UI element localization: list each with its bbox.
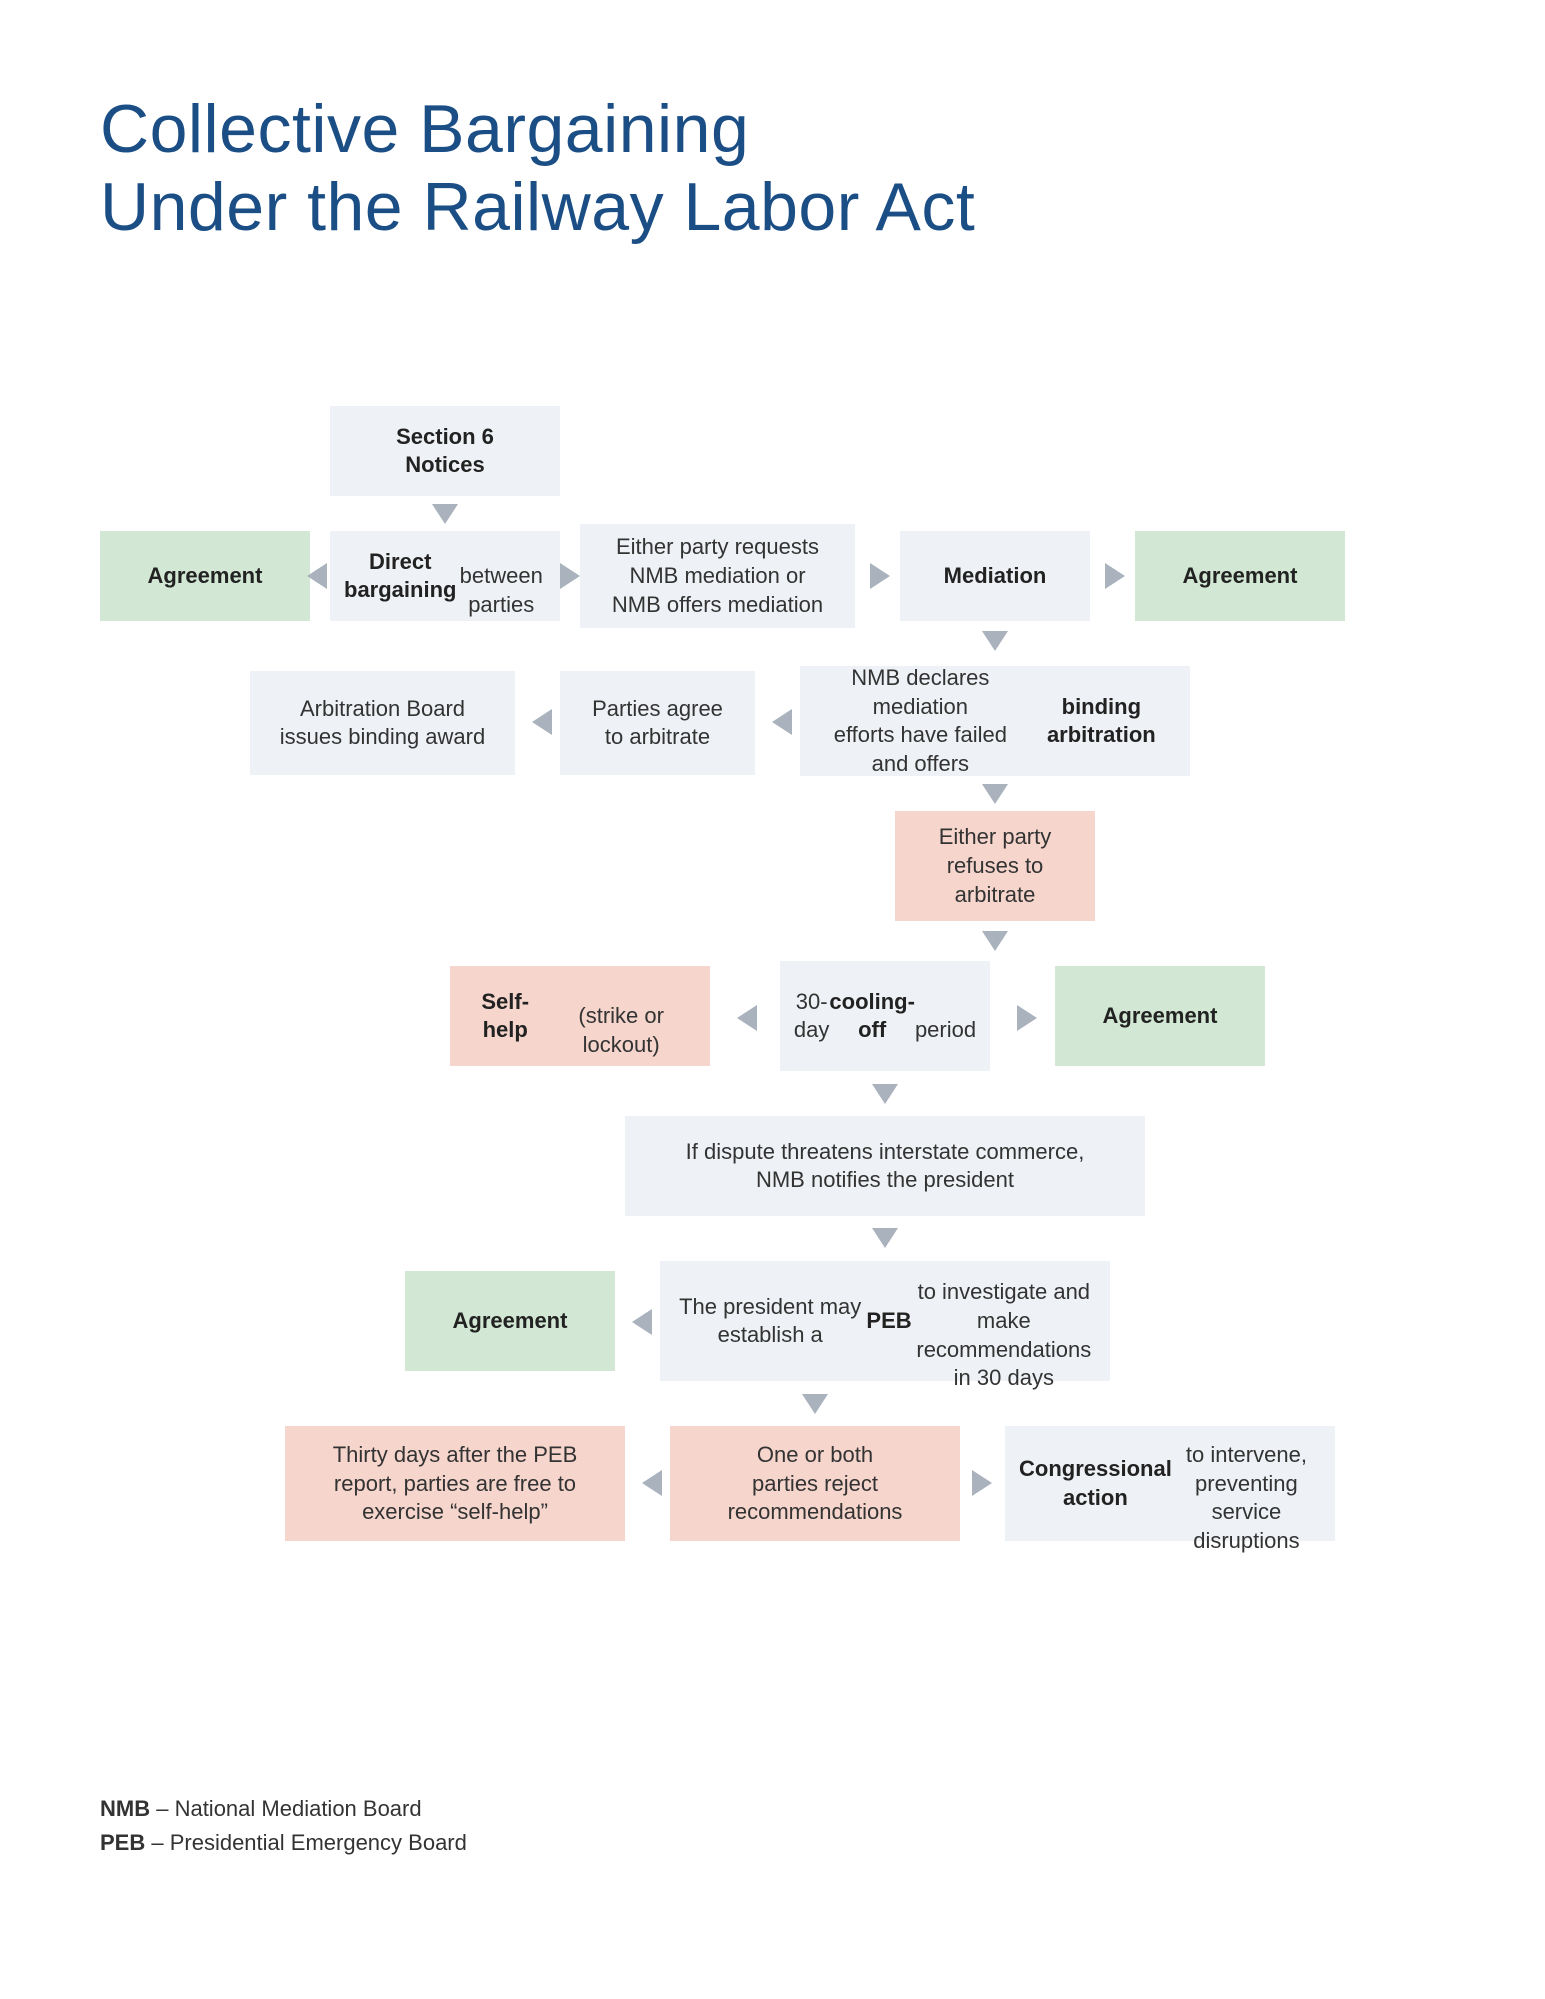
- title-line-1: Collective Bargaining: [100, 91, 749, 167]
- node-n13: Agreement: [1055, 966, 1265, 1066]
- arrow-n16-n15: [632, 1309, 652, 1335]
- arrow-n12-n14: [872, 1084, 898, 1104]
- node-n9: NMB declares mediationefforts have faile…: [800, 666, 1190, 776]
- arrow-n18-n17: [642, 1470, 662, 1496]
- node-n7: Arbitration Boardissues binding award: [250, 671, 515, 775]
- node-n8: Parties agreeto arbitrate: [560, 671, 755, 775]
- arrow-n5-n9: [982, 631, 1008, 651]
- arrow-n18-n19: [972, 1470, 992, 1496]
- arrow-n3-n2: [307, 563, 327, 589]
- node-n3: Direct bargainingbetween parties: [330, 531, 560, 621]
- arrow-n3-n4: [560, 563, 580, 589]
- node-n12: 30-daycooling-offperiod: [780, 961, 990, 1071]
- arrow-n5-n6: [1105, 563, 1125, 589]
- node-n19: Congressional actionto intervene, preven…: [1005, 1426, 1335, 1541]
- node-n15: Agreement: [405, 1271, 615, 1371]
- arrow-n9-n10: [982, 784, 1008, 804]
- node-n18: One or bothparties rejectrecommendations: [670, 1426, 960, 1541]
- node-n6: Agreement: [1135, 531, 1345, 621]
- node-n4: Either party requestsNMB mediation orNMB…: [580, 524, 855, 628]
- legend-item-nmb: NMB – National Mediation Board: [100, 1796, 1445, 1822]
- legend-item-peb: PEB – Presidential Emergency Board: [100, 1830, 1445, 1856]
- page-title: Collective Bargaining Under the Railway …: [100, 90, 1445, 246]
- node-n2: Agreement: [100, 531, 310, 621]
- arrow-n8-n7: [532, 709, 552, 735]
- arrow-n4-n5: [870, 563, 890, 589]
- node-n5: Mediation: [900, 531, 1090, 621]
- arrow-n12-n11: [737, 1005, 757, 1031]
- node-n10: Either partyrefuses toarbitrate: [895, 811, 1095, 921]
- flowchart-canvas: Section 6NoticesAgreementDirect bargaini…: [100, 406, 1445, 1736]
- arrow-n1-n3: [432, 504, 458, 524]
- arrow-n14-n16: [872, 1228, 898, 1248]
- legend: NMB – National Mediation Board PEB – Pres…: [100, 1796, 1445, 1856]
- node-n17: Thirty days after the PEBreport, parties…: [285, 1426, 625, 1541]
- arrow-n16-n18: [802, 1394, 828, 1414]
- arrow-n10-n12: [982, 931, 1008, 951]
- arrow-n12-n13: [1017, 1005, 1037, 1031]
- title-line-2: Under the Railway Labor Act: [100, 169, 975, 245]
- node-n11: Self-help(strike or lockout): [450, 966, 710, 1066]
- node-n14: If dispute threatens interstate commerce…: [625, 1116, 1145, 1216]
- node-n1: Section 6Notices: [330, 406, 560, 496]
- node-n16: The president may establish a PEBto inve…: [660, 1261, 1110, 1381]
- arrow-n9-n8: [772, 709, 792, 735]
